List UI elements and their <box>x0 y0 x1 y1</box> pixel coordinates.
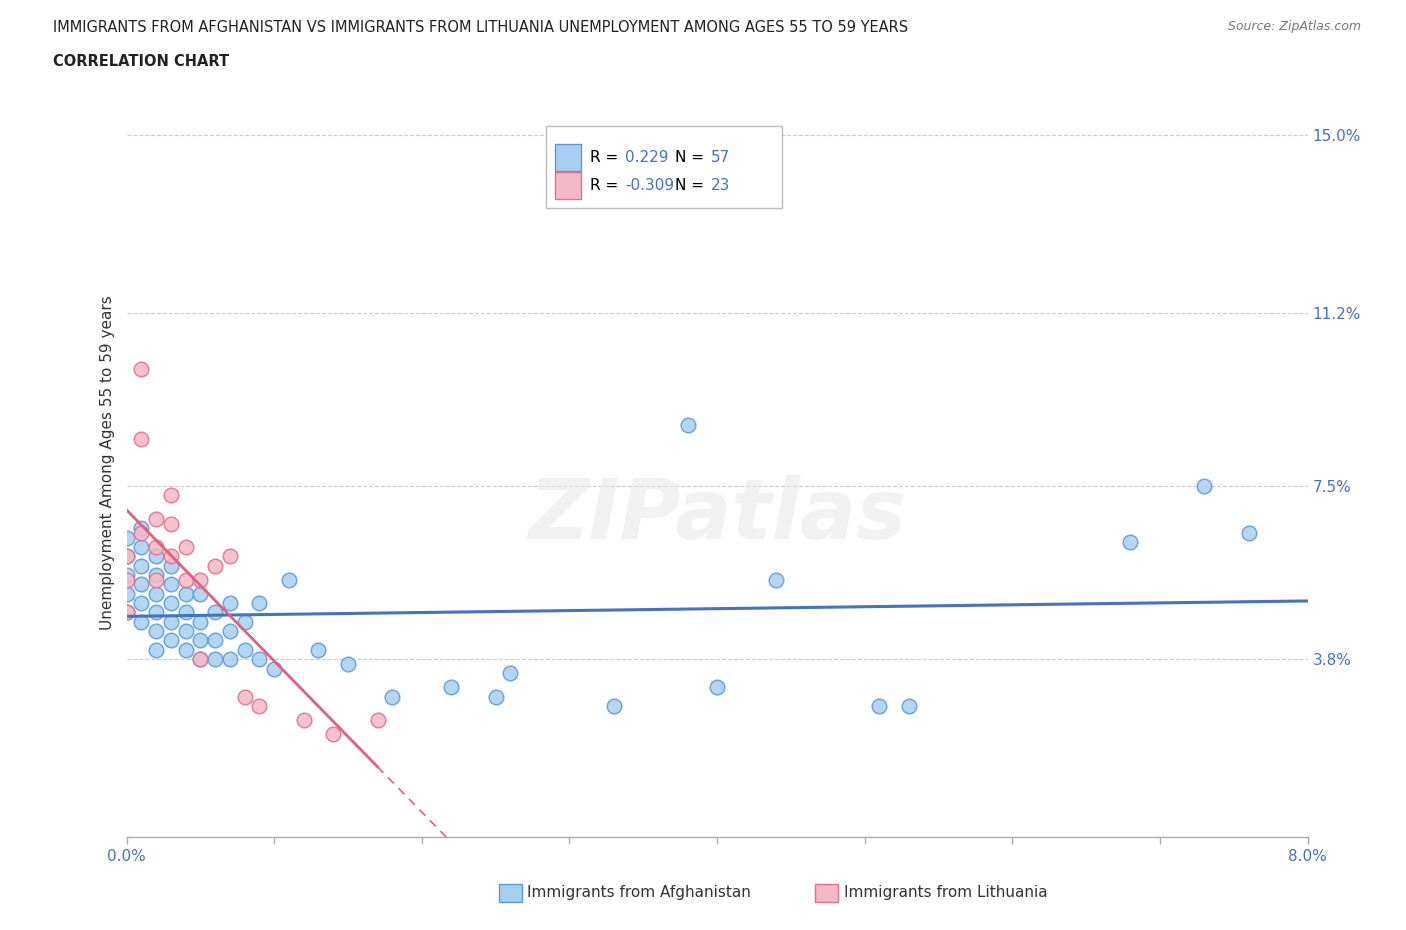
Point <box>233 643 256 658</box>
Point <box>247 595 270 610</box>
Point <box>603 698 626 713</box>
Text: Source: ZipAtlas.com: Source: ZipAtlas.com <box>1227 20 1361 33</box>
Point <box>174 624 197 639</box>
Point <box>868 698 891 713</box>
Point <box>129 558 153 573</box>
Point <box>278 572 301 587</box>
Point <box>188 652 211 667</box>
Text: CORRELATION CHART: CORRELATION CHART <box>53 54 229 69</box>
Point <box>440 680 463 695</box>
Text: N =: N = <box>675 150 709 165</box>
Point <box>160 558 183 573</box>
Point <box>219 549 242 564</box>
Point <box>129 539 153 554</box>
Point <box>337 657 360 671</box>
Point <box>115 605 138 620</box>
Text: R =: R = <box>589 150 623 165</box>
Point <box>129 521 153 536</box>
Point <box>129 595 153 610</box>
Point <box>188 652 211 667</box>
Point <box>1119 535 1142 550</box>
Point <box>174 539 197 554</box>
FancyBboxPatch shape <box>546 126 782 208</box>
Point <box>499 666 522 681</box>
Point <box>188 586 211 601</box>
Point <box>174 643 197 658</box>
Point <box>204 605 226 620</box>
Point <box>706 680 728 695</box>
Point <box>897 698 920 713</box>
Text: 0.229: 0.229 <box>624 150 668 165</box>
Text: 57: 57 <box>711 150 730 165</box>
Point <box>115 530 138 545</box>
Point <box>484 689 508 704</box>
Point <box>145 567 167 582</box>
Point <box>115 549 138 564</box>
Point <box>322 726 344 741</box>
Text: IMMIGRANTS FROM AFGHANISTAN VS IMMIGRANTS FROM LITHUANIA UNEMPLOYMENT AMONG AGES: IMMIGRANTS FROM AFGHANISTAN VS IMMIGRANT… <box>53 20 908 35</box>
Point <box>204 652 226 667</box>
Point <box>115 605 138 620</box>
Point <box>145 643 167 658</box>
Point <box>219 624 242 639</box>
Bar <box>555 143 581 170</box>
Point <box>145 539 167 554</box>
Point <box>307 643 329 658</box>
Point <box>115 586 138 601</box>
Point <box>233 689 256 704</box>
Point <box>247 652 270 667</box>
Point <box>204 633 226 648</box>
Point <box>160 516 183 531</box>
Point <box>263 661 285 676</box>
Bar <box>555 172 581 198</box>
Point <box>160 595 183 610</box>
Text: ZIPatlas: ZIPatlas <box>529 474 905 555</box>
Point <box>129 615 153 630</box>
Point <box>676 418 699 432</box>
Point <box>145 549 167 564</box>
Point <box>219 652 242 667</box>
Point <box>115 549 138 564</box>
Point <box>160 633 183 648</box>
Point <box>129 362 153 377</box>
Point <box>145 572 167 587</box>
Text: -0.309: -0.309 <box>624 178 673 193</box>
Point <box>160 615 183 630</box>
Point <box>145 605 167 620</box>
Point <box>219 595 242 610</box>
Text: 23: 23 <box>711 178 731 193</box>
Text: R =: R = <box>589 178 623 193</box>
Point <box>145 624 167 639</box>
Point <box>160 488 183 503</box>
Point <box>145 586 167 601</box>
Point <box>188 615 211 630</box>
Point <box>292 712 315 727</box>
Point <box>188 633 211 648</box>
Point <box>233 615 256 630</box>
Point <box>188 572 211 587</box>
Text: N =: N = <box>675 178 709 193</box>
Point <box>129 525 153 540</box>
Point <box>247 698 270 713</box>
Point <box>204 558 226 573</box>
Point <box>129 577 153 591</box>
Point <box>174 572 197 587</box>
Point <box>160 549 183 564</box>
Point <box>174 605 197 620</box>
Point <box>129 432 153 446</box>
Point <box>160 577 183 591</box>
Point <box>115 572 138 587</box>
Point <box>381 689 404 704</box>
Point <box>366 712 388 727</box>
Point <box>765 572 787 587</box>
Point <box>174 586 197 601</box>
Point <box>1192 479 1215 494</box>
Y-axis label: Unemployment Among Ages 55 to 59 years: Unemployment Among Ages 55 to 59 years <box>100 296 115 630</box>
Point <box>1237 525 1260 540</box>
Text: Immigrants from Lithuania: Immigrants from Lithuania <box>844 885 1047 900</box>
Point <box>115 567 138 582</box>
Text: Immigrants from Afghanistan: Immigrants from Afghanistan <box>527 885 751 900</box>
Point <box>145 512 167 526</box>
